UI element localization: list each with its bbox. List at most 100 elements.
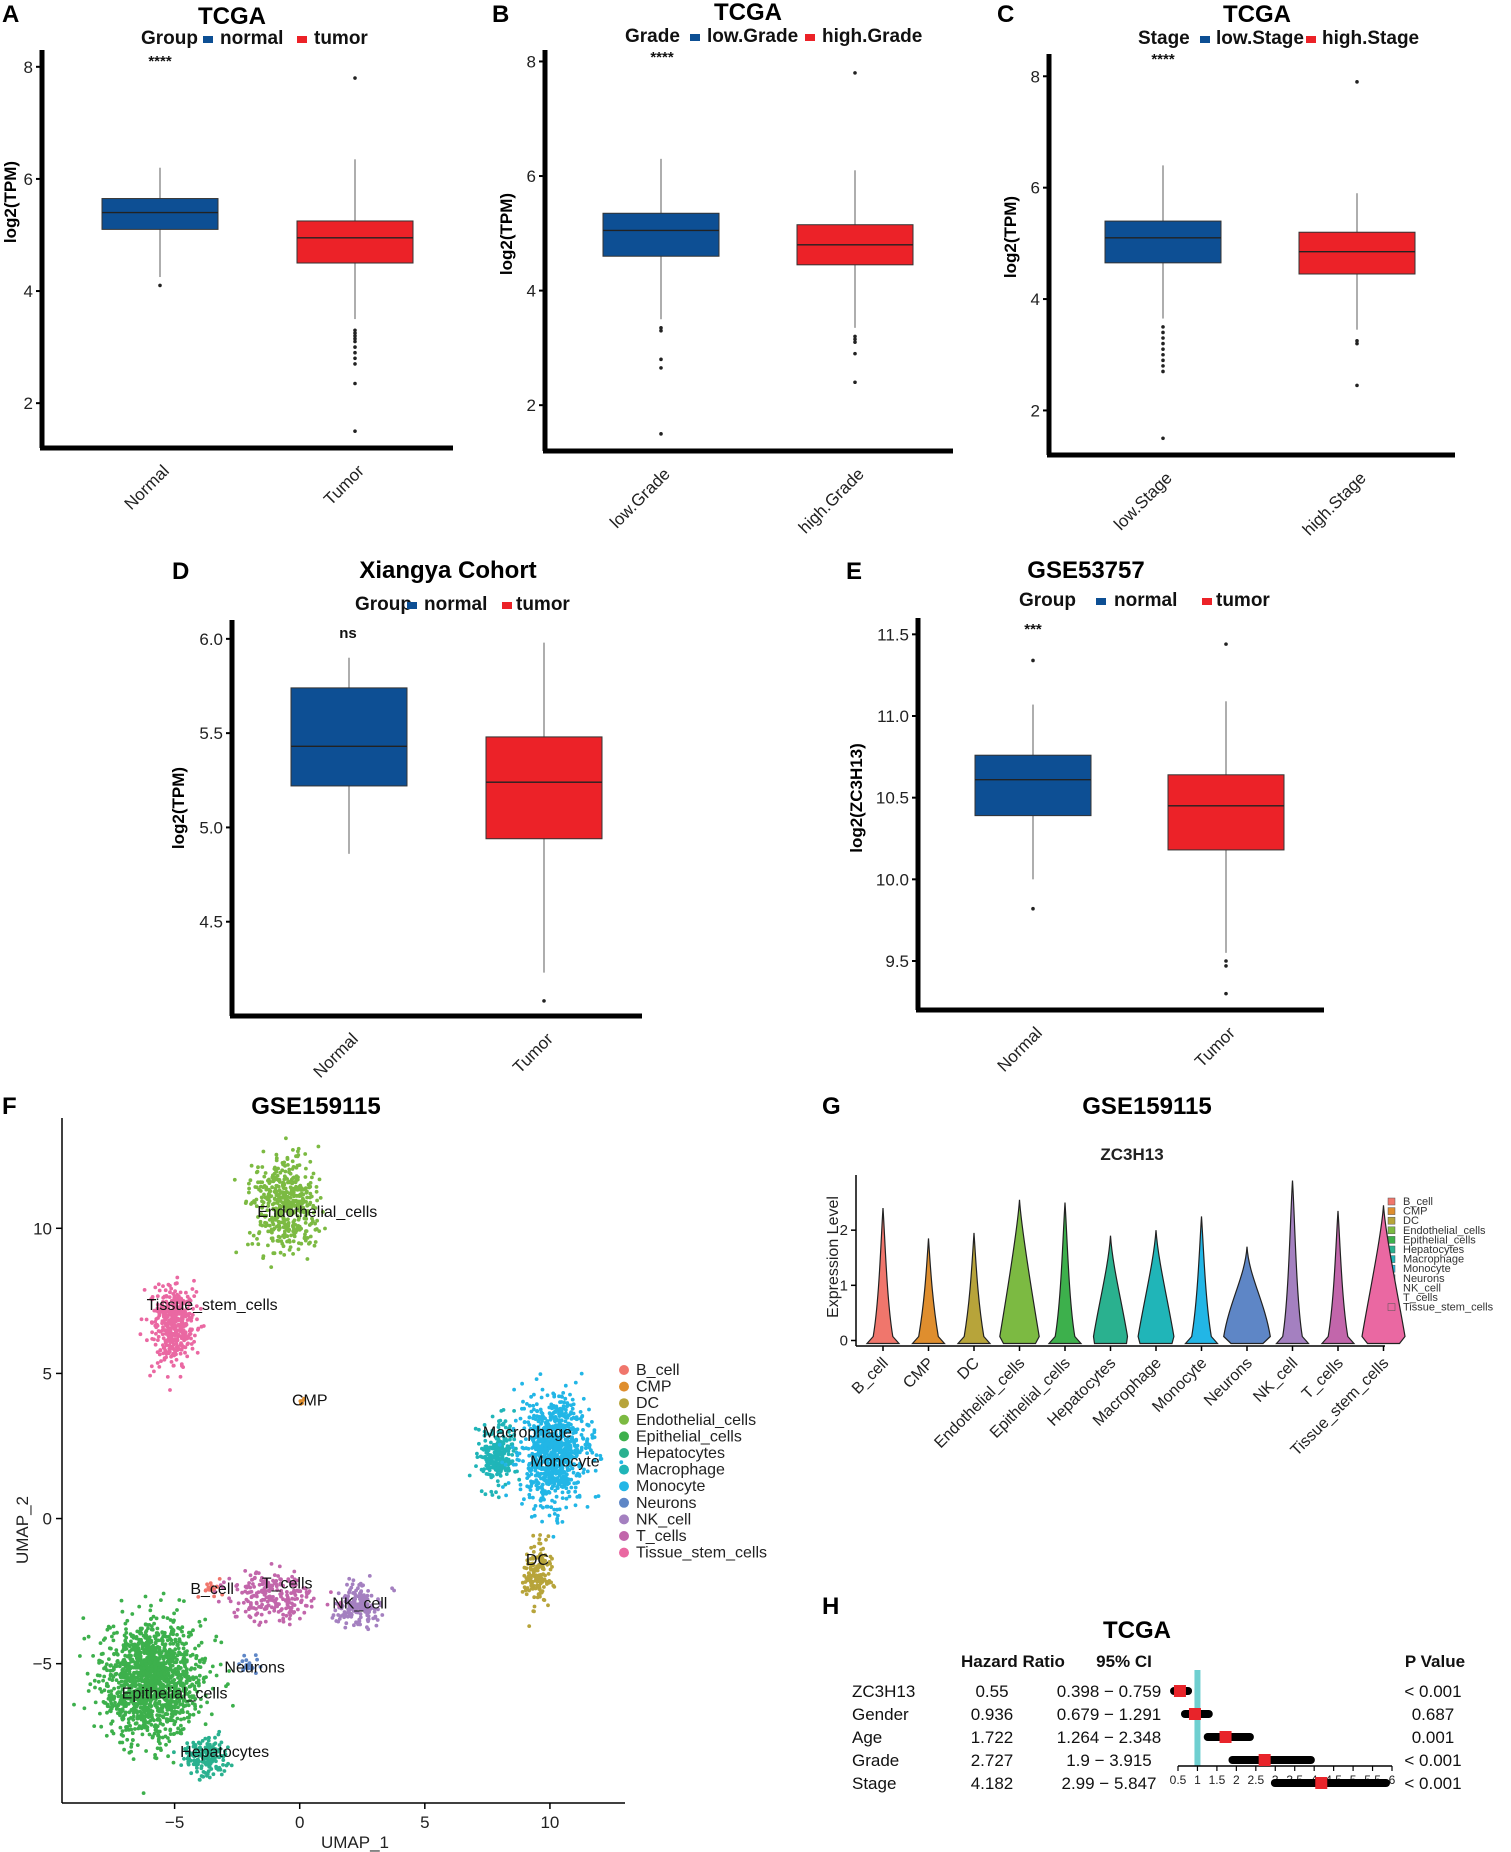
panel-f-point xyxy=(594,1453,599,1457)
panel-a-legend-tumor: tumor xyxy=(314,28,368,49)
panel-f-point xyxy=(152,1337,156,1342)
panel-f-point xyxy=(290,1167,295,1171)
panel-f-point xyxy=(482,1455,486,1460)
panel-f-point xyxy=(510,1459,515,1463)
panel-letter-d: D xyxy=(172,558,189,585)
panel-f-point xyxy=(578,1410,583,1414)
panel-f-point xyxy=(269,1265,274,1269)
panel-c-significance: **** xyxy=(1151,51,1175,68)
panel-f-point xyxy=(188,1684,193,1689)
panel-f-point xyxy=(148,1373,153,1378)
panel-f-point xyxy=(128,1677,133,1681)
panel-b-ytick-label: 8 xyxy=(527,52,536,71)
panel-f-point xyxy=(156,1739,161,1744)
panel-f-point xyxy=(176,1705,180,1710)
panel-f-point xyxy=(467,1473,472,1478)
panel-f-point xyxy=(158,1686,163,1691)
panel-h-row-hr: 0.55 xyxy=(975,1682,1008,1701)
panel-f-point xyxy=(540,1488,545,1493)
panel-f-point xyxy=(156,1671,161,1676)
panel-f-point xyxy=(176,1726,181,1731)
panel-f-point xyxy=(196,1710,201,1714)
panel-f-point xyxy=(253,1575,257,1580)
panel-f-point xyxy=(570,1397,575,1402)
panel-f-point xyxy=(287,1200,292,1205)
panel-f-point xyxy=(284,1207,289,1211)
panel-f-point xyxy=(296,1146,301,1151)
panel-f-point xyxy=(149,1667,154,1671)
panel-f-point xyxy=(169,1360,174,1364)
panel-c-ylabel: log2(TPM) xyxy=(1001,196,1020,278)
panel-f-point xyxy=(107,1646,112,1651)
panel-f-point xyxy=(203,1693,208,1698)
panel-f-point xyxy=(137,1637,142,1642)
panel-e-legend-tumor: tumor xyxy=(1216,590,1270,611)
panel-f-point xyxy=(148,1638,152,1643)
panel-f-point xyxy=(579,1419,584,1424)
panel-f-point xyxy=(129,1742,134,1746)
panel-f-point xyxy=(110,1634,114,1639)
panel-f-point xyxy=(264,1185,269,1190)
panel-f-point xyxy=(134,1649,138,1654)
panel-f-point xyxy=(274,1209,279,1214)
panel-f-point xyxy=(248,1178,253,1183)
panel-f-point xyxy=(374,1623,379,1628)
panel-f-point xyxy=(520,1502,524,1506)
panel-f-point xyxy=(157,1729,162,1734)
panel-f-point xyxy=(149,1712,154,1717)
panel-f-point xyxy=(545,1504,550,1509)
panel-a-outlier xyxy=(353,350,357,355)
panel-f-point xyxy=(538,1417,543,1421)
panel-f-point xyxy=(131,1691,136,1696)
panel-f-point xyxy=(144,1640,149,1645)
panel-f-point xyxy=(187,1329,192,1333)
panel-f-point xyxy=(529,1583,534,1588)
panel-f-point xyxy=(574,1481,579,1485)
panel-e-outlier xyxy=(1224,991,1228,996)
panel-f-point xyxy=(124,1643,129,1648)
panel-f-point xyxy=(105,1668,109,1673)
panel-f-point xyxy=(116,1703,121,1708)
panel-h-row-ci: 0.679 − 1.291 xyxy=(1057,1705,1161,1724)
panel-f-point xyxy=(524,1446,529,1451)
panel-f-point xyxy=(176,1672,181,1677)
panel-f-point xyxy=(234,1584,239,1588)
panel-f-point xyxy=(475,1451,479,1456)
panel-f-point xyxy=(313,1221,317,1226)
panel-f-point xyxy=(188,1713,192,1717)
panel-f-point xyxy=(529,1515,534,1519)
panel-f-point xyxy=(101,1651,105,1656)
panel-f-point xyxy=(127,1710,132,1715)
panel-f-point xyxy=(361,1583,365,1588)
panel-f-point xyxy=(569,1449,574,1453)
panel-f-point xyxy=(138,1709,143,1714)
panel-f-point xyxy=(532,1392,536,1397)
panel-f-point xyxy=(98,1711,102,1716)
panel-e-legend-tumor-swatch xyxy=(1202,598,1212,605)
panel-f-point xyxy=(289,1188,294,1192)
panel-f-point xyxy=(537,1485,541,1490)
panel-f-point xyxy=(190,1346,195,1351)
panel-f-cluster-DC xyxy=(520,1533,557,1628)
panel-f-point xyxy=(191,1677,196,1682)
panel-f-ytick-label: 5 xyxy=(43,1364,52,1383)
panel-f-point xyxy=(183,1323,188,1328)
panel-f-legend-dot xyxy=(619,1365,629,1375)
panel-f-point xyxy=(260,1180,265,1185)
panel-f-point xyxy=(115,1630,119,1635)
panel-f-point xyxy=(122,1647,127,1652)
panel-h-xtick-label: 2 xyxy=(1233,1773,1240,1787)
panel-f-point xyxy=(315,1218,319,1223)
panel-f-point xyxy=(163,1689,168,1694)
panel-f-point xyxy=(593,1495,598,1499)
panel-f-point xyxy=(175,1337,180,1341)
panel-f-point xyxy=(293,1593,298,1597)
panel-f-point xyxy=(154,1675,159,1680)
panel-f-point xyxy=(531,1457,535,1461)
panel-f-point xyxy=(501,1422,505,1427)
panel-f-point xyxy=(197,1619,202,1624)
panel-f-point xyxy=(197,1658,202,1663)
panel-f-point xyxy=(267,1190,272,1194)
panel-e-legend-normal: normal xyxy=(1114,590,1177,611)
